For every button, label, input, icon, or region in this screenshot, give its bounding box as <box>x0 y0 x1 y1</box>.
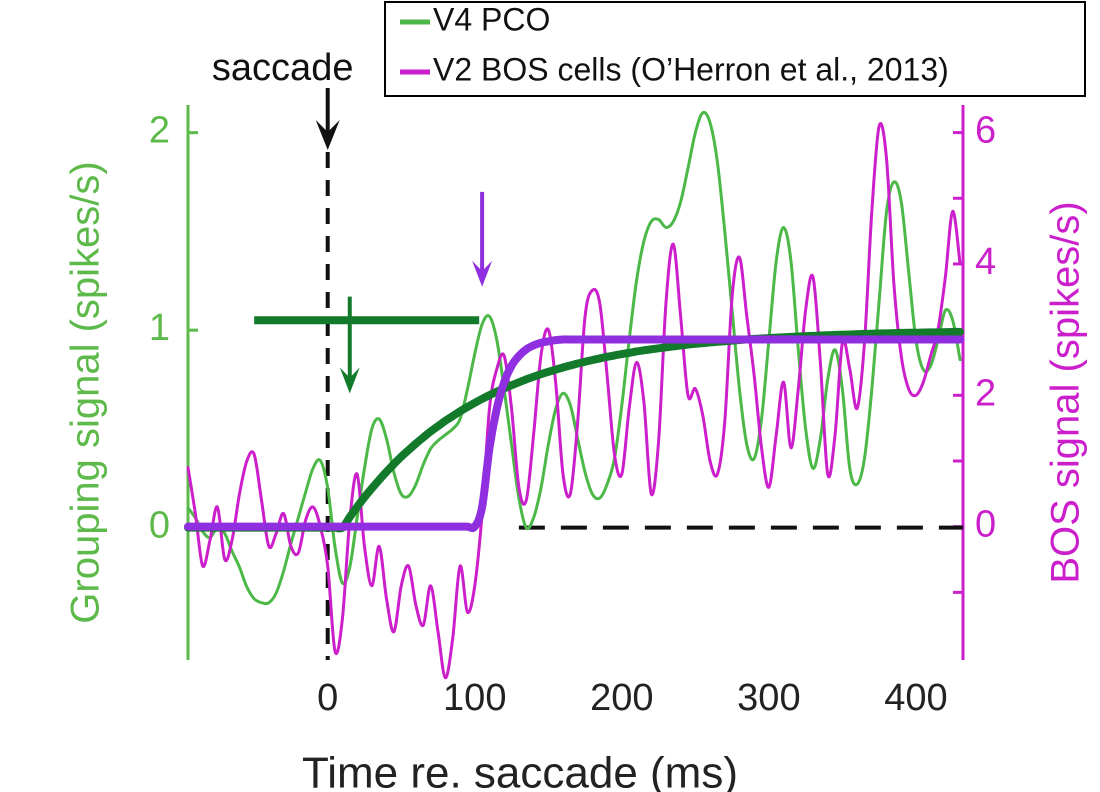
legend-label: V4 PCO <box>433 1 550 37</box>
y2-tick-label: 4 <box>975 241 996 283</box>
saccade-arrow-head <box>315 120 340 150</box>
data-line <box>186 122 962 680</box>
latency-arrow-head <box>339 367 360 394</box>
y-axis-label: Grouping signal (spikes/s) <box>64 161 108 623</box>
x-tick-label: 300 <box>737 677 800 719</box>
x-axis-label: Time re. saccade (ms) <box>302 749 738 792</box>
y-tick-label: 1 <box>149 307 170 349</box>
x-tick-label: 100 <box>443 677 506 719</box>
latency-arrow-head <box>472 260 493 287</box>
y-tick-label: 0 <box>149 505 170 547</box>
x-tick-label: 200 <box>590 677 653 719</box>
y2-tick-label: 2 <box>975 372 996 414</box>
y2-tick-label: 0 <box>975 504 996 546</box>
saccade-label: saccade <box>212 47 354 89</box>
y2-tick-label: 6 <box>975 110 996 152</box>
x-tick-label: 400 <box>884 677 947 719</box>
y-tick-label: 2 <box>149 110 170 152</box>
legend-label: V2 BOS cells (O’Herron et al., 2013) <box>433 51 949 87</box>
x-tick-label: 0 <box>317 677 338 719</box>
legend-box <box>384 1 1086 97</box>
data-line <box>186 111 962 606</box>
y2-axis-label: BOS signal (spikes/s) <box>1044 201 1088 583</box>
fit-line <box>184 335 965 533</box>
